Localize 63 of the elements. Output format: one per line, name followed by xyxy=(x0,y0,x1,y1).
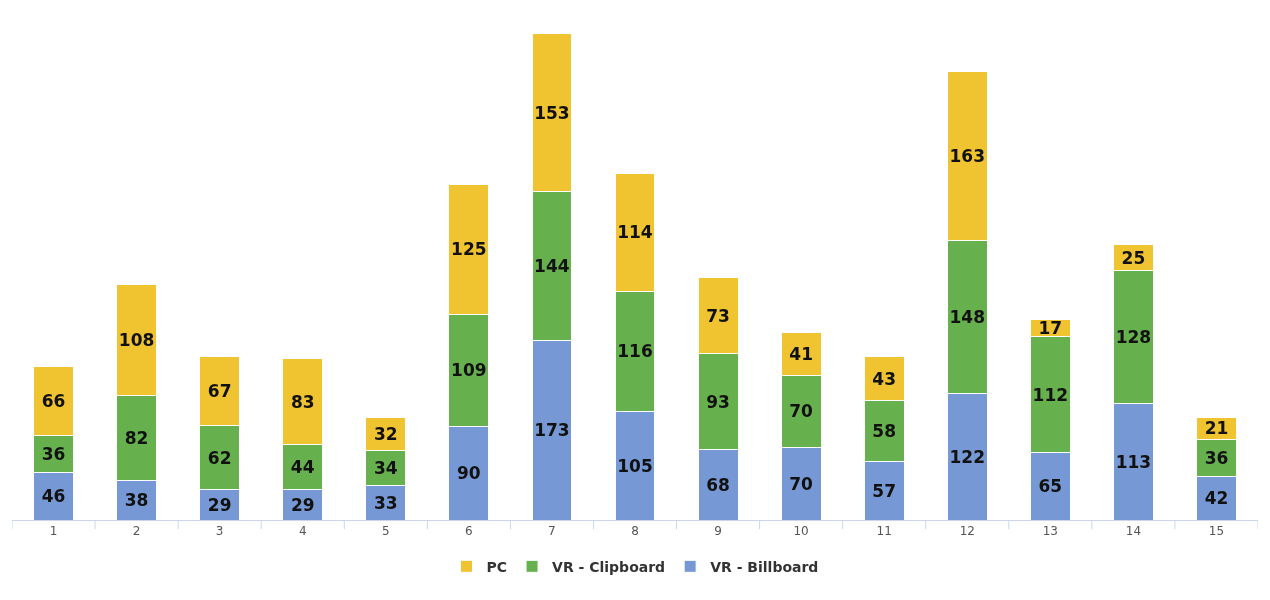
x-tick-label: 6 xyxy=(465,524,473,539)
legend-label: VR - Billboard xyxy=(710,558,819,575)
data-label: 58 xyxy=(872,421,897,441)
x-tick-label: 3 xyxy=(215,524,224,539)
data-label: 114 xyxy=(617,222,653,243)
data-label: 73 xyxy=(706,305,730,326)
data-label: 36 xyxy=(41,443,66,464)
data-label: 173 xyxy=(534,420,570,441)
data-label: 70 xyxy=(789,473,814,494)
data-label: 125 xyxy=(451,239,487,260)
x-tick-label: 7 xyxy=(548,524,556,539)
data-label: 109 xyxy=(451,360,487,381)
data-label: 44 xyxy=(290,457,315,478)
data-label: 122 xyxy=(949,446,986,467)
data-label: 21 xyxy=(1204,418,1229,439)
data-label: 29 xyxy=(207,494,232,515)
x-tick-label: 12 xyxy=(959,524,975,539)
x-tick-label: 14 xyxy=(1125,524,1142,539)
data-label: 62 xyxy=(207,447,232,468)
data-label: 46 xyxy=(41,486,66,507)
data-label: 116 xyxy=(617,341,653,362)
data-label: 68 xyxy=(706,474,730,495)
data-label: 42 xyxy=(1204,488,1229,509)
x-tick-label: 8 xyxy=(631,524,639,539)
x-tick-label: 9 xyxy=(714,524,722,539)
data-label: 112 xyxy=(1032,384,1069,405)
x-tick-label: 1 xyxy=(49,524,58,539)
data-label: 29 xyxy=(290,494,315,515)
data-label: 128 xyxy=(1115,326,1152,347)
x-tick-label: 2 xyxy=(132,524,141,539)
x-tick-label: 15 xyxy=(1208,524,1225,539)
legend-label: VR - Clipboard xyxy=(552,558,666,575)
data-label: 66 xyxy=(41,390,66,411)
legend-label: PC xyxy=(486,558,508,575)
data-label: 93 xyxy=(706,391,730,412)
data-label: 36 xyxy=(1204,447,1229,468)
x-tick-label: 4 xyxy=(298,524,307,539)
data-label: 65 xyxy=(1038,476,1063,497)
data-label: 41 xyxy=(789,343,813,364)
data-label: 83 xyxy=(290,391,315,412)
data-label: 108 xyxy=(118,329,155,350)
data-label: 144 xyxy=(534,256,570,277)
data-label: 17 xyxy=(1038,318,1063,339)
data-label: 82 xyxy=(124,428,149,449)
x-tick-label: 13 xyxy=(1042,524,1058,539)
data-label: 32 xyxy=(373,424,398,445)
data-label: 38 xyxy=(124,490,149,511)
data-label: 148 xyxy=(949,307,986,328)
x-tick-label: 10 xyxy=(793,524,809,539)
data-label: 43 xyxy=(872,368,897,389)
data-label: 33 xyxy=(373,492,398,513)
data-label: 67 xyxy=(207,381,232,402)
data-label: 153 xyxy=(534,102,570,123)
data-label: 34 xyxy=(373,458,398,479)
data-label: 70 xyxy=(789,401,814,422)
data-label: 163 xyxy=(949,146,986,167)
data-label: 113 xyxy=(1115,451,1152,472)
data-label: 25 xyxy=(1121,247,1146,268)
x-tick-label: 5 xyxy=(381,524,390,539)
data-label: 105 xyxy=(617,455,653,476)
x-tick-label: 11 xyxy=(876,524,892,539)
data-label: 90 xyxy=(456,463,481,484)
data-label: 57 xyxy=(872,480,897,501)
